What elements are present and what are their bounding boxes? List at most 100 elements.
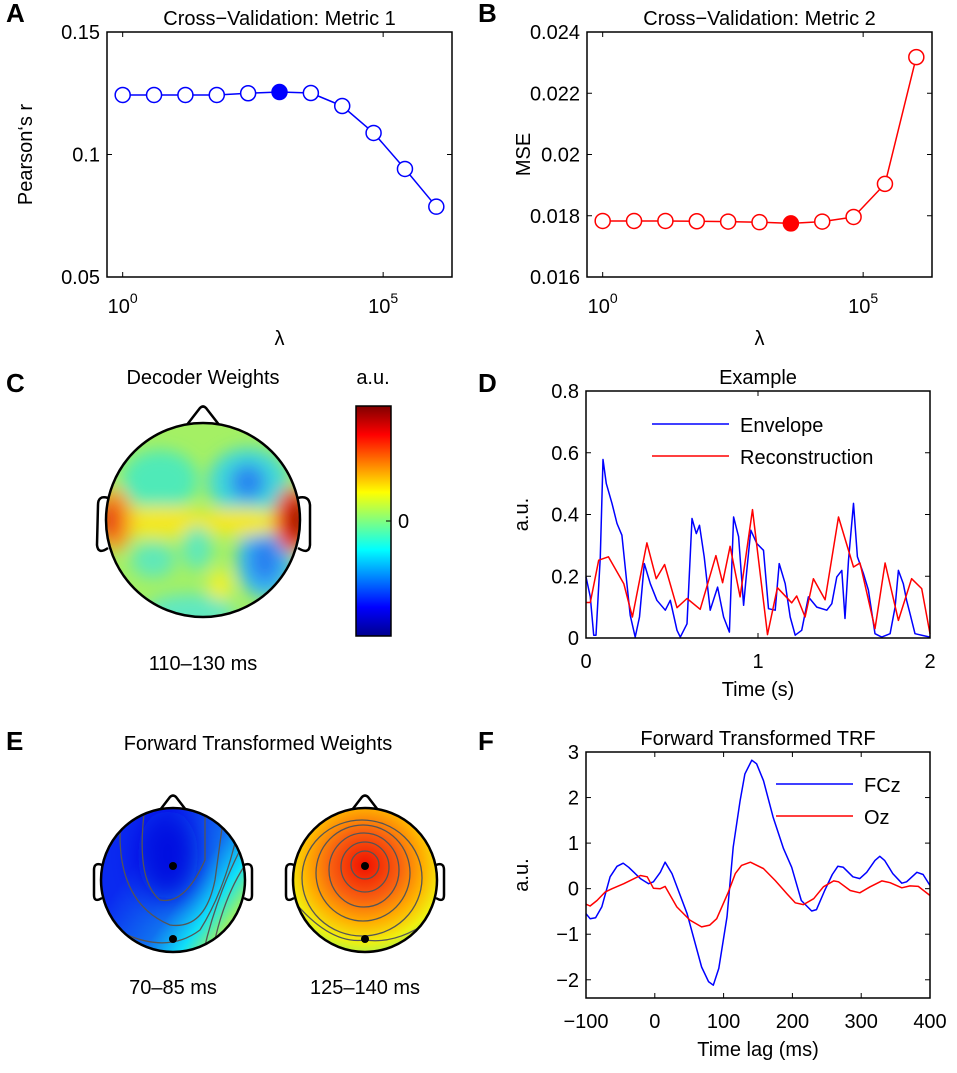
data-point	[751, 213, 768, 231]
data-point	[813, 213, 831, 230]
head-outline	[291, 806, 439, 954]
data-point	[302, 84, 320, 102]
colorbar-label: a.u.	[356, 367, 389, 389]
x-tick-label: 400	[913, 1011, 946, 1033]
forward-time-label-2: 125–140 ms	[310, 977, 420, 999]
electrode-fcz-marker	[169, 862, 177, 870]
panel-letter-c: C	[6, 368, 25, 398]
data-point-optimal	[271, 83, 288, 101]
data-point	[145, 86, 163, 104]
data-point	[845, 208, 862, 226]
chart-a-cross-validation-metric1: Cross−Validation: Metric 10.050.10.15100…	[15, 8, 453, 350]
y-axis-label: a.u.	[511, 498, 533, 531]
y-tick-label: 0.02	[541, 145, 580, 167]
series-line-envelope	[585, 458, 931, 638]
y-tick-label: 0.15	[61, 22, 100, 44]
x-tick-base: 10	[848, 296, 870, 318]
forward-weights-title: Forward Transformed Weights	[124, 733, 393, 755]
right-ear-icon	[243, 862, 254, 902]
data-point	[208, 86, 226, 104]
x-tick-label: 100	[707, 1011, 740, 1033]
nose-icon	[185, 405, 221, 427]
plot-frame	[106, 31, 453, 278]
legend-label: Oz	[864, 807, 890, 829]
data-point	[657, 212, 674, 230]
panel-letter-f: F	[478, 726, 494, 756]
topomap-decoder-weights	[95, 405, 312, 619]
panel-letter-e: E	[6, 726, 23, 756]
left-ear-icon	[95, 496, 109, 553]
right-ear-icon	[435, 862, 446, 902]
x-tick-label: 1	[752, 651, 763, 673]
data-point	[876, 175, 894, 193]
electrode-fcz-marker	[361, 862, 369, 870]
data-point	[428, 198, 445, 215]
head-outline	[104, 421, 302, 619]
x-tick-label: 300	[845, 1011, 878, 1033]
colorbar-tick-label: 0	[398, 511, 409, 533]
chart-title: Example	[719, 367, 797, 389]
nose-icon	[159, 794, 187, 811]
y-tick-label: 0.1	[72, 145, 100, 167]
topomap-70-85ms	[92, 794, 254, 954]
plot-frame	[585, 390, 931, 639]
x-tick-label: 0	[580, 651, 591, 673]
data-point	[594, 212, 611, 230]
y-tick-label: 0.8	[551, 381, 579, 403]
x-tick-label: 100	[108, 290, 138, 318]
nose-icon	[351, 794, 379, 811]
x-axis-label: Time (s)	[722, 679, 795, 701]
legend-label: FCz	[864, 775, 901, 797]
x-tick-exponent: 0	[610, 290, 618, 306]
y-tick-label: 0.05	[61, 267, 100, 289]
data-point	[365, 124, 382, 142]
chart-f-forward-trf: Forward Transformed TRF −2 −1 0 1 2 3 −100 0 100 2…	[511, 728, 947, 1061]
x-axis-label: λ	[755, 328, 765, 350]
x-tick-base: 10	[108, 296, 130, 318]
x-axis-label: Time lag (ms)	[697, 1039, 818, 1061]
y-tick-label: 0.4	[551, 505, 579, 527]
chart-b-cross-validation-metric2: Cross−Validation: Metric 2 0.016 0.018 0.02…	[513, 8, 933, 350]
y-tick-label: −1	[556, 924, 579, 946]
y-tick-label: 0.022	[530, 83, 580, 105]
data-point	[688, 213, 706, 230]
x-tick-base: 10	[588, 296, 610, 318]
y-tick-label: 0.6	[551, 443, 579, 465]
data-point	[908, 48, 925, 66]
decoder-time-label: 110–130 ms	[149, 653, 258, 675]
x-tick-exponent: 5	[390, 290, 398, 306]
y-tick-label: 0.2	[551, 566, 579, 588]
y-tick-label: 2	[568, 788, 579, 810]
electrode-oz-marker	[361, 935, 369, 943]
head-outline	[99, 806, 247, 954]
y-tick-label: 3	[568, 742, 579, 764]
x-tick-label: 105	[368, 290, 398, 318]
electrode-oz-marker	[169, 935, 177, 943]
y-tick-label: 0	[568, 879, 579, 901]
data-point	[177, 86, 194, 104]
y-tick-label: 0.018	[530, 206, 580, 228]
x-tick-exponent: 0	[130, 290, 138, 306]
y-tick-label: 0.024	[530, 22, 580, 44]
x-axis-label: λ	[275, 328, 285, 350]
chart-title: Cross−Validation: Metric 2	[643, 8, 876, 30]
right-ear-icon	[297, 496, 312, 553]
y-axis-label: MSE	[513, 133, 535, 176]
chart-d-example: Example 0 0.2 0.4 0.6 0.8 0 1 2 Time (s) a.u. Envel…	[511, 367, 936, 701]
series-line-oz	[585, 861, 931, 928]
series-line-a	[122, 91, 437, 208]
plot-frame	[586, 31, 933, 278]
legend-label: Reconstruction	[740, 447, 873, 469]
x-tick-label: 0	[649, 1011, 660, 1033]
legend-label: Envelope	[740, 415, 823, 437]
y-tick-label: 0.016	[530, 267, 580, 289]
y-tick-label: −2	[556, 970, 579, 992]
panel-letter-b: B	[478, 0, 497, 28]
left-ear-icon	[92, 862, 103, 902]
data-point	[114, 86, 131, 104]
colorbar	[355, 405, 392, 637]
x-tick-label: −100	[563, 1011, 608, 1033]
x-tick-label: 100	[588, 290, 618, 318]
decoder-weights-title: Decoder Weights	[126, 367, 279, 389]
